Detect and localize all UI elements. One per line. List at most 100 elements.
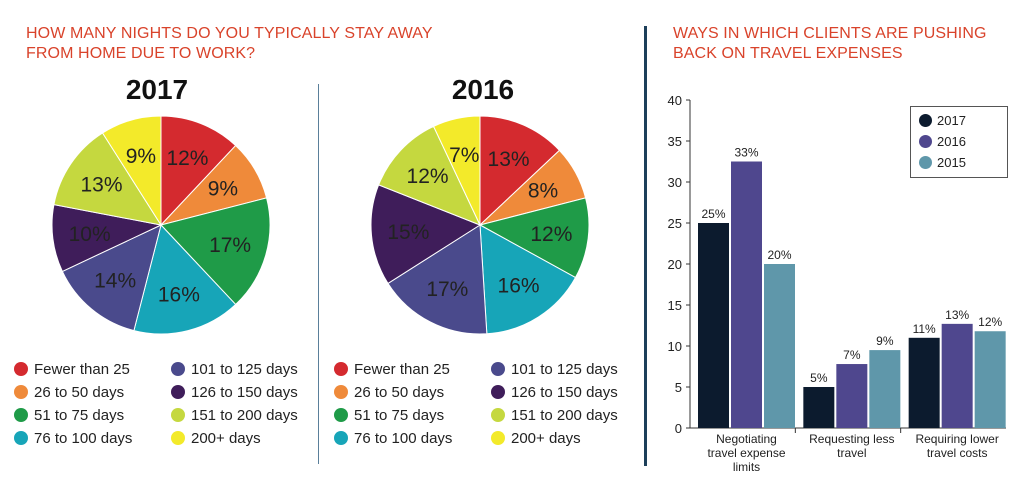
pie-2017-slice-label-51-to-75-days: 17% bbox=[209, 234, 251, 257]
pie-2016-slice-151-to-200-days bbox=[378, 125, 481, 226]
bar-y-tick-label: 0 bbox=[675, 421, 682, 436]
pie-2016-slice-label-51-to-75-days: 12% bbox=[530, 223, 572, 246]
pie-2016-slice-fewer-than-25 bbox=[479, 115, 561, 227]
bar-y-tick-label: 40 bbox=[668, 93, 682, 108]
pie-2016-slice-label-fewer-than-25: 13% bbox=[488, 148, 530, 171]
pie-2016-slice-label-200-days: 7% bbox=[449, 144, 479, 167]
pie-2017-legend-item-151-to-200-days: 151 to 200 days bbox=[171, 406, 298, 426]
legend-label: Fewer than 25 bbox=[34, 361, 130, 378]
legend-swatch bbox=[919, 135, 932, 148]
legend-label: 101 to 125 days bbox=[191, 361, 298, 378]
pie-2017-legend-item-26-to-50-days: 26 to 50 days bbox=[14, 383, 124, 403]
legend-swatch bbox=[491, 431, 505, 445]
legend-label: 76 to 100 days bbox=[354, 430, 453, 447]
legend-label: 2016 bbox=[937, 134, 966, 149]
bar-y-tick-label: 20 bbox=[668, 257, 682, 272]
pie-2016-slice-label-76-to-100-days: 16% bbox=[498, 275, 540, 298]
left-chart-title: HOW MANY NIGHTS DO YOU TYPICALLY STAY AW… bbox=[26, 25, 433, 62]
pie-2017-slice-51-to-75-days bbox=[160, 197, 271, 306]
bar-value-label-2016-1: 7% bbox=[843, 348, 861, 362]
legend-swatch bbox=[334, 362, 348, 376]
legend-swatch bbox=[14, 362, 28, 376]
legend-swatch bbox=[171, 385, 185, 399]
pie-2017-slice-76-to-100-days bbox=[133, 223, 237, 335]
legend-swatch bbox=[334, 431, 348, 445]
bar-2016-2 bbox=[941, 323, 973, 428]
legend-label: 151 to 200 days bbox=[191, 407, 298, 424]
legend-swatch bbox=[334, 408, 348, 422]
pie-2017-legend-item-200-days: 200+ days bbox=[171, 429, 261, 449]
legend-label: 200+ days bbox=[511, 430, 581, 447]
bar-y-tick-label: 5 bbox=[675, 380, 682, 395]
bar-2017-0 bbox=[698, 223, 729, 428]
pie-2016-legend-item-51-to-75-days: 51 to 75 days bbox=[334, 406, 444, 426]
legend-label: 51 to 75 days bbox=[354, 407, 445, 424]
legend-swatch bbox=[919, 114, 932, 127]
pie-2017-slice-151-to-200-days bbox=[53, 132, 163, 226]
legend-label: 101 to 125 days bbox=[511, 361, 618, 378]
bar-legend-item-2017: 2017 bbox=[919, 111, 966, 131]
bar-legend-item-2015: 2015 bbox=[919, 153, 966, 173]
bar-category-label: limits bbox=[733, 460, 760, 474]
bar-y-tick-label: 35 bbox=[668, 134, 682, 149]
pie-2017-legend-item-101-to-125-days: 101 to 125 days bbox=[171, 360, 298, 380]
bar-2017-1 bbox=[803, 387, 835, 428]
legend-swatch bbox=[334, 385, 348, 399]
legend-swatch bbox=[14, 408, 28, 422]
legend-swatch bbox=[491, 362, 505, 376]
bar-y-tick-label: 30 bbox=[668, 175, 682, 190]
pie-2016-slice-200-days bbox=[432, 115, 481, 226]
pie-2017-legend-item-fewer-than-25: Fewer than 25 bbox=[14, 360, 130, 380]
pie-divider bbox=[318, 84, 319, 464]
bar-value-label-2015-1: 9% bbox=[876, 334, 894, 348]
bar-2016-0 bbox=[731, 161, 762, 428]
pie-2016-title: 2016 bbox=[451, 74, 515, 105]
legend-swatch bbox=[919, 156, 932, 169]
pie-2017-slice-label-200-days: 9% bbox=[126, 145, 156, 168]
bar-y-tick-label: 10 bbox=[668, 339, 682, 354]
legend-label: 26 to 50 days bbox=[34, 384, 125, 401]
bar-2015-2 bbox=[974, 331, 1006, 428]
right-chart-title: WAYS IN WHICH CLIENTS ARE PUSHING BACK O… bbox=[673, 25, 987, 62]
legend-swatch bbox=[171, 431, 185, 445]
pie-2016-legend-item-26-to-50-days: 26 to 50 days bbox=[334, 383, 444, 403]
pie-2017-slice-200-days bbox=[101, 115, 162, 227]
bar-category-label: travel bbox=[837, 446, 866, 460]
pie-2016-slice-76-to-100-days bbox=[479, 224, 577, 335]
legend-swatch bbox=[491, 408, 505, 422]
legend-label: 126 to 150 days bbox=[191, 384, 298, 401]
bar-value-label-2015-2: 12% bbox=[978, 315, 1002, 329]
legend-label: 76 to 100 days bbox=[34, 430, 133, 447]
pie-2017-slice-label-101-to-125-days: 14% bbox=[94, 269, 136, 292]
bar-2016-1 bbox=[836, 364, 868, 428]
pie-2016-slice-label-126-to-150-days: 15% bbox=[387, 221, 429, 244]
bar-chart-legend: 2017 2016 2015 bbox=[910, 106, 1008, 178]
bar-y-tick-label: 25 bbox=[668, 216, 682, 231]
pie-2016-slice-101-to-125-days bbox=[387, 224, 488, 335]
bar-value-label-2017-0: 25% bbox=[701, 207, 725, 221]
pie-2016-legend-item-76-to-100-days: 76 to 100 days bbox=[334, 429, 452, 449]
bar-category-label: travel costs bbox=[927, 446, 988, 460]
pie-2016-slice-label-26-to-50-days: 8% bbox=[528, 179, 558, 202]
pie-2017-legend-item-126-to-150-days: 126 to 150 days bbox=[171, 383, 298, 403]
legend-swatch bbox=[171, 362, 185, 376]
legend-label: 200+ days bbox=[191, 430, 261, 447]
pie-2016-legend-item-151-to-200-days: 151 to 200 days bbox=[491, 406, 618, 426]
bar-category-label: Requesting less bbox=[809, 432, 894, 446]
pie-2016-legend-item-200-days: 200+ days bbox=[491, 429, 581, 449]
legend-label: 126 to 150 days bbox=[511, 384, 618, 401]
bar-value-label-2017-2: 11% bbox=[913, 322, 936, 336]
pie-2016-slice-label-101-to-125-days: 17% bbox=[426, 278, 468, 301]
bar-value-label-2017-1: 5% bbox=[810, 371, 828, 385]
pie-2017-slice-label-76-to-100-days: 16% bbox=[158, 284, 200, 307]
pie-2016-slice-label-151-to-200-days: 12% bbox=[407, 165, 449, 188]
pie-2016-legend-item-101-to-125-days: 101 to 125 days bbox=[491, 360, 618, 380]
legend-label: 2017 bbox=[937, 113, 966, 128]
legend-swatch bbox=[171, 408, 185, 422]
bar-value-label-2016-2: 13% bbox=[945, 308, 969, 322]
pie-2017-title: 2017 bbox=[125, 74, 189, 105]
pie-2017-slice-label-fewer-than-25: 12% bbox=[166, 147, 208, 170]
pie-2017-slice-101-to-125-days bbox=[61, 224, 162, 332]
bar-value-label-2016-0: 33% bbox=[734, 146, 758, 160]
